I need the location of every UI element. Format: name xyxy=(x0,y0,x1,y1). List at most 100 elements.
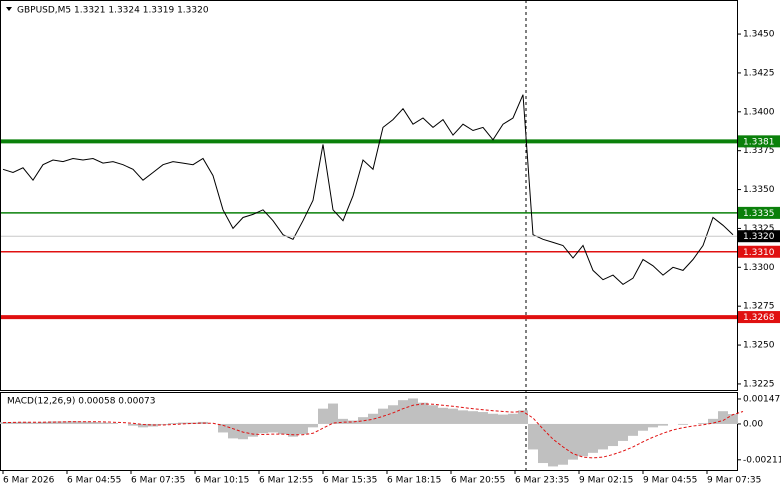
y-tick-label: 1.3275 xyxy=(743,302,775,312)
macd-bar xyxy=(548,423,558,467)
macd-bar xyxy=(698,423,708,424)
y-tick-label: 1.3225 xyxy=(743,379,775,389)
macd-bar xyxy=(308,423,318,428)
macd-bar xyxy=(0,422,8,424)
y-tick-label: 1.3250 xyxy=(743,341,775,351)
x-tick-label: 6 Mar 20:55 xyxy=(451,476,505,486)
macd-bar xyxy=(378,408,388,424)
macd-bar xyxy=(398,400,408,424)
macd-bar xyxy=(168,423,178,424)
x-tick-label: 6 Mar 23:35 xyxy=(515,476,569,486)
macd-bar xyxy=(478,412,488,424)
macd-bar xyxy=(98,422,108,424)
macd-bar xyxy=(488,413,498,424)
y-tick-label: 0.00147 xyxy=(743,394,780,404)
macd-bar xyxy=(408,398,418,424)
macd-bar xyxy=(48,421,58,424)
y-tick-label: 1.3425 xyxy=(743,68,775,78)
macd-bar xyxy=(498,414,508,424)
macd-bar xyxy=(248,423,258,437)
macd-bar xyxy=(158,423,168,425)
macd-bar xyxy=(58,421,68,424)
macd-bar xyxy=(178,422,188,424)
macd-bar xyxy=(278,423,288,435)
x-tick-label: 6 Mar 04:55 xyxy=(67,476,121,486)
macd-bar xyxy=(638,423,648,431)
macd-bar xyxy=(368,413,378,424)
y-tick-label: -0.00211 xyxy=(743,455,781,465)
macd-bar xyxy=(288,423,298,437)
last-price-label: 1.3320 xyxy=(743,232,775,242)
level-label: 1.3310 xyxy=(743,248,775,258)
level-label: 1.3335 xyxy=(743,209,775,219)
macd-bar xyxy=(578,423,588,457)
macd-bar xyxy=(628,423,638,436)
macd-bar xyxy=(338,418,348,424)
macd-bar xyxy=(78,421,88,424)
macd-bar xyxy=(718,411,728,424)
macd-bar xyxy=(458,410,468,424)
macd-bar xyxy=(528,423,538,450)
macd-bar xyxy=(8,422,18,424)
macd-bar xyxy=(228,423,238,439)
x-tick-label: 6 Mar 12:55 xyxy=(259,476,313,486)
macd-bar xyxy=(708,418,718,424)
macd-bar xyxy=(608,423,618,447)
x-tick-label: 9 Mar 02:15 xyxy=(579,476,633,486)
macd-bar xyxy=(68,421,78,424)
y-tick-label: 1.3325 xyxy=(743,224,775,234)
macd-bar xyxy=(418,402,428,424)
x-tick-label: 6 Mar 2026 xyxy=(3,476,55,486)
macd-bar xyxy=(678,423,688,425)
macd-bar xyxy=(88,421,98,424)
macd-bar xyxy=(328,403,338,424)
macd-bar xyxy=(558,423,568,465)
macd-bar xyxy=(218,423,228,433)
macd-bar xyxy=(258,423,268,434)
level-label-box xyxy=(738,311,780,324)
y-tick-label: 0.00 xyxy=(743,419,763,429)
level-label-box xyxy=(738,135,780,148)
price-panel xyxy=(0,0,738,391)
macd-bar xyxy=(138,423,148,428)
macd-bar xyxy=(28,422,38,424)
x-tick-label: 6 Mar 18:15 xyxy=(387,476,441,486)
x-tick-label: 9 Mar 04:55 xyxy=(643,476,697,486)
y-tick-label: 1.3400 xyxy=(743,107,775,117)
macd-bar xyxy=(438,407,448,424)
macd-bar xyxy=(38,421,48,424)
chart-title: GBPUSD,M5 1.3321 1.3324 1.3319 1.3320 xyxy=(17,6,209,16)
x-tick-label: 6 Mar 07:35 xyxy=(131,476,185,486)
macd-bar xyxy=(598,423,608,450)
level-label-box xyxy=(738,206,780,219)
y-tick-label: 1.3300 xyxy=(743,263,775,273)
macd-bar xyxy=(358,417,368,424)
x-tick-label: 6 Mar 15:35 xyxy=(323,476,377,486)
macd-bar xyxy=(508,413,518,424)
x-tick-label: 6 Mar 10:15 xyxy=(195,476,249,486)
macd-bar xyxy=(588,423,598,453)
macd-bar xyxy=(318,408,328,424)
symbol-menu-icon xyxy=(6,7,12,11)
macd-bar xyxy=(518,410,528,424)
y-tick-label: 1.3375 xyxy=(743,146,775,156)
level-label: 1.3268 xyxy=(743,313,775,323)
macd-bar xyxy=(128,423,138,426)
macd-bar xyxy=(448,408,458,424)
macd-title: MACD(12,26,9) 0.00058 0.00073 xyxy=(7,397,156,407)
macd-bar xyxy=(268,423,278,433)
macd-bar xyxy=(658,423,668,426)
macd-bar xyxy=(728,414,738,424)
plot-layer: 1.34501.34251.34001.33751.33501.33251.33… xyxy=(0,30,781,486)
macd-bar xyxy=(298,423,308,435)
x-tick-label: 9 Mar 07:35 xyxy=(707,476,761,486)
macd-bar xyxy=(348,420,358,424)
macd-bar xyxy=(538,423,548,464)
macd-bar xyxy=(568,423,578,460)
y-tick-label: 1.3350 xyxy=(743,185,775,195)
last-price-box xyxy=(738,230,780,243)
macd-bar xyxy=(618,423,628,441)
macd-bar xyxy=(648,423,658,428)
price-line xyxy=(2,94,734,286)
